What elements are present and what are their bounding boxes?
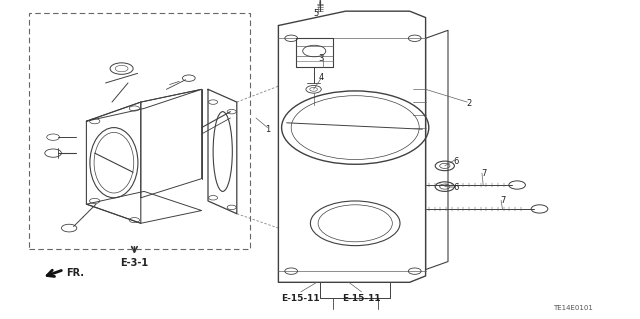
Bar — [29, 13, 250, 249]
Text: 2: 2 — [467, 99, 472, 108]
Text: 1: 1 — [265, 125, 270, 134]
Text: TE14E0101: TE14E0101 — [553, 306, 593, 311]
Text: 7: 7 — [500, 196, 506, 205]
Text: E-15-11: E-15-11 — [282, 294, 320, 303]
Text: 7: 7 — [481, 169, 486, 178]
Text: 3: 3 — [319, 54, 324, 63]
Text: 5: 5 — [314, 9, 319, 18]
Text: 6: 6 — [453, 157, 458, 166]
Text: 6: 6 — [453, 183, 458, 192]
Text: FR.: FR. — [67, 268, 84, 278]
Text: E-15-11: E-15-11 — [342, 294, 381, 303]
Text: E-3-1: E-3-1 — [120, 258, 148, 268]
Text: 4: 4 — [319, 73, 324, 82]
